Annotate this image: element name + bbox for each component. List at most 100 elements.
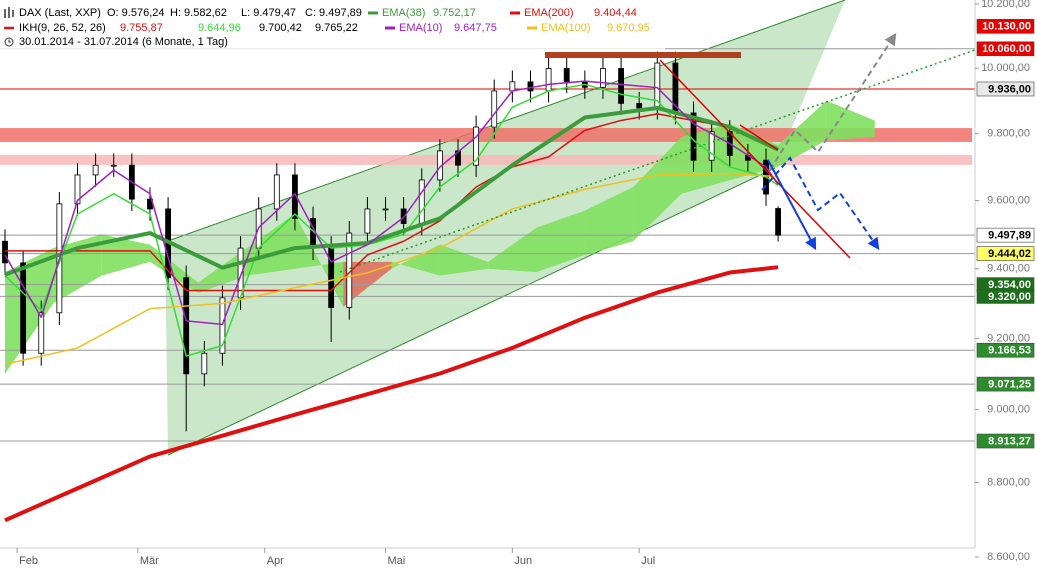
level-label: 9.354,00	[988, 279, 1031, 291]
candle-body	[20, 262, 27, 354]
level-label: 9.320,00	[988, 291, 1031, 303]
legend-label: EMA(200)	[524, 7, 574, 19]
downtrend-line	[739, 124, 779, 151]
instrument-icon	[4, 7, 14, 18]
cloud-segment	[246, 214, 295, 276]
instrument-name: DAX (Last, XXP)	[19, 7, 101, 19]
x-tick-label: Feb	[19, 555, 38, 567]
level-label: 9.071,25	[988, 379, 1031, 391]
cloud-segment	[826, 100, 875, 141]
level-label: 8.913,27	[988, 435, 1031, 447]
candle-body	[527, 81, 534, 92]
candle-body	[491, 90, 498, 128]
resistance-bar	[545, 52, 741, 58]
legend-label: EMA(100)	[541, 22, 591, 34]
y-tick-label: 9.600,00	[987, 194, 1030, 206]
legend-label: EMA(38)	[382, 7, 425, 19]
cloud-segment	[198, 248, 247, 293]
ohlc-label: H: 9.582,62	[170, 7, 227, 19]
scenario-arrow	[769, 32, 897, 171]
legend-background	[0, 3, 665, 50]
level-label-box	[976, 342, 1035, 358]
ohlc-label: C: 9.497,89	[305, 7, 362, 19]
candle-body	[708, 131, 715, 161]
y-tick-label: 9.200,00	[987, 332, 1030, 344]
indicator-line	[4, 172, 779, 365]
level-label: 9.166,53	[988, 345, 1031, 357]
level-label-box	[976, 246, 1035, 261]
level-label-box	[976, 81, 1035, 97]
legend: DAX (Last, XXP) O: 9.576,24 H: 9.582,62 …	[0, 3, 665, 50]
y-tick-label: 10.000,00	[981, 62, 1030, 74]
level-label: 10.130,00	[982, 21, 1031, 33]
cloud-segment	[439, 244, 489, 276]
level-label: 10.060,00	[982, 43, 1031, 55]
candle-body	[545, 68, 552, 92]
indicator-line	[4, 83, 779, 357]
candle-body	[201, 352, 208, 375]
cloud-segment	[536, 210, 585, 273]
legend-label: IKH(9, 26, 52, 26)	[19, 22, 106, 34]
candle-body	[92, 164, 99, 176]
ohlc-label: O: 9.576,24	[107, 7, 165, 19]
candle-body	[183, 277, 190, 375]
legend-value: 9.644,96	[198, 22, 241, 34]
ohlc-label: L: 9.479,47	[241, 7, 296, 19]
indicator-line	[5, 113, 779, 292]
y-tick-label: 8.600,00	[987, 551, 1030, 563]
candle-body	[364, 208, 371, 234]
clock-icon	[8, 39, 11, 43]
cloud-segment	[584, 187, 634, 255]
scenario-arrow	[767, 159, 817, 251]
level-label-box	[976, 19, 1035, 34]
x-tick-label: Apr	[267, 555, 284, 567]
x-tick-label: Jun	[514, 555, 532, 567]
legend-label: EMA(10)	[399, 22, 442, 34]
candle-body	[418, 179, 425, 224]
downtrend-line	[659, 59, 851, 259]
candle-body	[600, 68, 606, 88]
candle-body	[219, 297, 226, 354]
legend-value: 9.765,22	[315, 22, 358, 34]
level-label: 9.497,89	[988, 230, 1031, 242]
candle-body	[2, 240, 8, 264]
cloud-segment	[101, 234, 150, 276]
clock-icon	[4, 37, 14, 47]
y-tick-label: 8.800,00	[987, 476, 1030, 488]
level-label-box	[976, 289, 1035, 304]
cloud-segment	[778, 100, 827, 167]
ichimoku-cloud	[5, 100, 875, 374]
candle-body	[382, 208, 389, 211]
candle-body	[38, 312, 45, 354]
dotted-trendline	[339, 49, 976, 273]
scenario-arrow	[761, 156, 880, 250]
level-label: 9.444,02	[988, 248, 1031, 260]
cloud-segment	[5, 248, 54, 374]
candle-body	[509, 81, 516, 92]
level-label: 9.936,00	[988, 83, 1031, 95]
level-label-box	[976, 227, 1035, 243]
x-tick-label: Mär	[140, 555, 159, 567]
candle-body	[74, 174, 81, 205]
legend-value: 9.752,17	[433, 7, 476, 19]
cloud-segment	[488, 227, 537, 273]
candle-body	[775, 208, 782, 236]
indicator-line	[4, 265, 779, 523]
candle-body	[273, 174, 280, 210]
candle-body	[455, 150, 461, 166]
cloud-segment	[633, 136, 682, 242]
levels	[0, 48, 975, 442]
candle-body	[636, 102, 643, 109]
indicator-lines	[4, 80, 779, 523]
indicator-line	[4, 80, 779, 326]
y-tick-label: 9.800,00	[987, 128, 1030, 140]
x-tick-label: Jul	[641, 555, 655, 567]
candle-body	[618, 68, 624, 104]
drawings	[339, 32, 976, 273]
y-tick-label: 9.400,00	[987, 263, 1030, 275]
indicator-line	[4, 105, 779, 277]
legend-value: 9.755,87	[120, 22, 163, 34]
level-label-box	[976, 41, 1035, 57]
resistance-zone	[0, 154, 972, 165]
